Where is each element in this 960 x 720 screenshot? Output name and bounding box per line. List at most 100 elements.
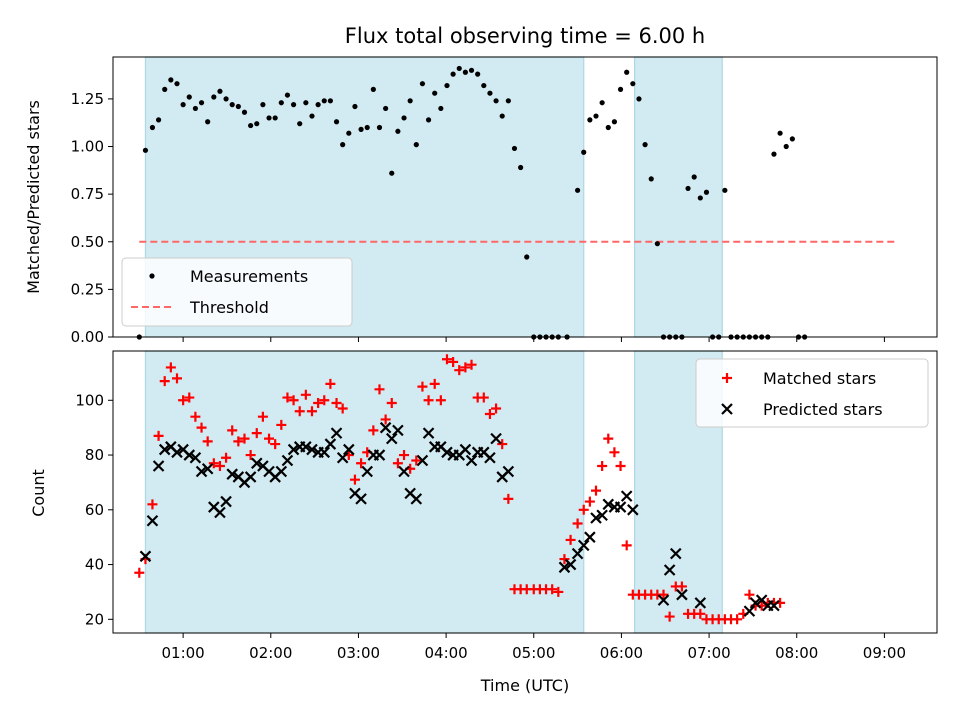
measurement-point	[783, 143, 789, 150]
predicted-point	[657, 594, 670, 606]
legend-box	[121, 257, 353, 327]
measurement-point	[549, 334, 555, 340]
legend-label-measurements: Measurements	[190, 267, 308, 286]
matched-point	[337, 403, 348, 414]
measurement-point	[691, 174, 697, 180]
predicted-point	[244, 471, 257, 483]
measurement-point	[444, 82, 450, 89]
measurement-point	[180, 102, 186, 108]
matched-point	[356, 458, 367, 469]
y-tick-label: 0.75	[71, 185, 104, 203]
measurement-point	[752, 334, 759, 340]
measurement-point	[660, 334, 667, 340]
matched-point	[368, 425, 379, 436]
measurement-point	[648, 176, 654, 182]
predicted-point	[392, 424, 404, 437]
measurement-point	[574, 187, 581, 193]
measurement-point	[407, 98, 413, 104]
matched-point	[744, 589, 755, 600]
x-tick-label: 02:00	[249, 644, 292, 662]
matched-point	[165, 362, 176, 373]
predicted-point	[171, 446, 183, 459]
matched-point	[214, 460, 225, 471]
measurement-point	[136, 334, 142, 340]
predicted-point	[416, 454, 429, 467]
matched-point	[572, 518, 583, 529]
matched-point	[732, 614, 743, 625]
measurement-point	[235, 103, 241, 110]
matched-point	[227, 425, 238, 436]
measurement-point	[685, 185, 691, 192]
measurement-point	[728, 334, 734, 340]
y-tick-label: 0.00	[71, 328, 104, 346]
matched-point	[547, 584, 558, 595]
measurement-point	[370, 86, 376, 92]
observing-window-shade	[633, 56, 723, 338]
measurement-point	[709, 334, 716, 340]
predicted-point	[627, 504, 639, 516]
predicted-point	[614, 501, 627, 513]
matched-point	[134, 567, 145, 578]
measurement-point	[481, 82, 487, 89]
measurement-point	[740, 334, 746, 340]
matched-point	[300, 389, 311, 400]
x-tick-label: 01:00	[162, 644, 205, 662]
measurement-point	[395, 128, 401, 134]
chart-title: Flux total observing time = 6.00 h	[345, 24, 705, 48]
predicted-point	[410, 493, 423, 505]
measurement-point	[364, 124, 370, 131]
predicted-point	[676, 588, 688, 601]
measurement-point	[673, 334, 679, 340]
measurement-point	[389, 170, 395, 176]
measurement-point	[624, 69, 630, 75]
matched-point	[239, 433, 250, 444]
matched-point	[417, 381, 428, 392]
measurement-point	[605, 124, 611, 131]
measurement-point	[168, 77, 174, 83]
matched-point	[202, 436, 213, 447]
y-tick-label: 60	[85, 501, 104, 519]
measurement-point	[703, 189, 710, 195]
matched-point	[497, 439, 508, 450]
predicted-point	[330, 427, 343, 439]
measurement-point	[192, 105, 198, 112]
matched-point	[460, 362, 471, 373]
measurement-point	[537, 334, 543, 340]
predicted-point	[201, 462, 214, 475]
measurement-point	[642, 142, 648, 148]
matched-point	[294, 406, 305, 417]
measurement-point	[450, 71, 456, 77]
matched-point	[429, 378, 440, 389]
matched-point	[597, 460, 608, 471]
measurement-point	[425, 117, 432, 123]
measurement-point	[376, 124, 383, 131]
x-tick-label: 08:00	[775, 644, 818, 662]
x-tick-label: 09:00	[863, 644, 906, 662]
matched-point	[288, 395, 299, 406]
matched-point	[491, 403, 502, 414]
matched-point	[153, 430, 164, 441]
x-axis-label: Time (UTC)	[480, 676, 569, 695]
y-tick-label: 20	[85, 610, 104, 628]
measurement-point	[241, 109, 248, 115]
predicted-point	[275, 465, 288, 478]
measurement-point	[475, 71, 481, 77]
predicted-point	[484, 451, 496, 464]
matched-point	[615, 460, 626, 471]
predicted-point	[146, 514, 159, 527]
predicted-point	[281, 454, 294, 467]
measurement-point	[186, 94, 192, 100]
predicted-point	[749, 597, 762, 609]
matched-point	[484, 408, 495, 419]
measurement-point	[524, 254, 530, 260]
y-tick-label: 1.25	[71, 90, 104, 108]
predicted-point	[226, 468, 238, 480]
matched-point	[386, 398, 397, 409]
matched-point	[559, 554, 570, 565]
predicted-point	[214, 506, 226, 519]
predicted-point	[373, 449, 386, 461]
matched-point	[423, 395, 434, 406]
matched-point	[392, 458, 403, 469]
matched-point	[584, 496, 595, 507]
matched-point	[276, 419, 287, 430]
